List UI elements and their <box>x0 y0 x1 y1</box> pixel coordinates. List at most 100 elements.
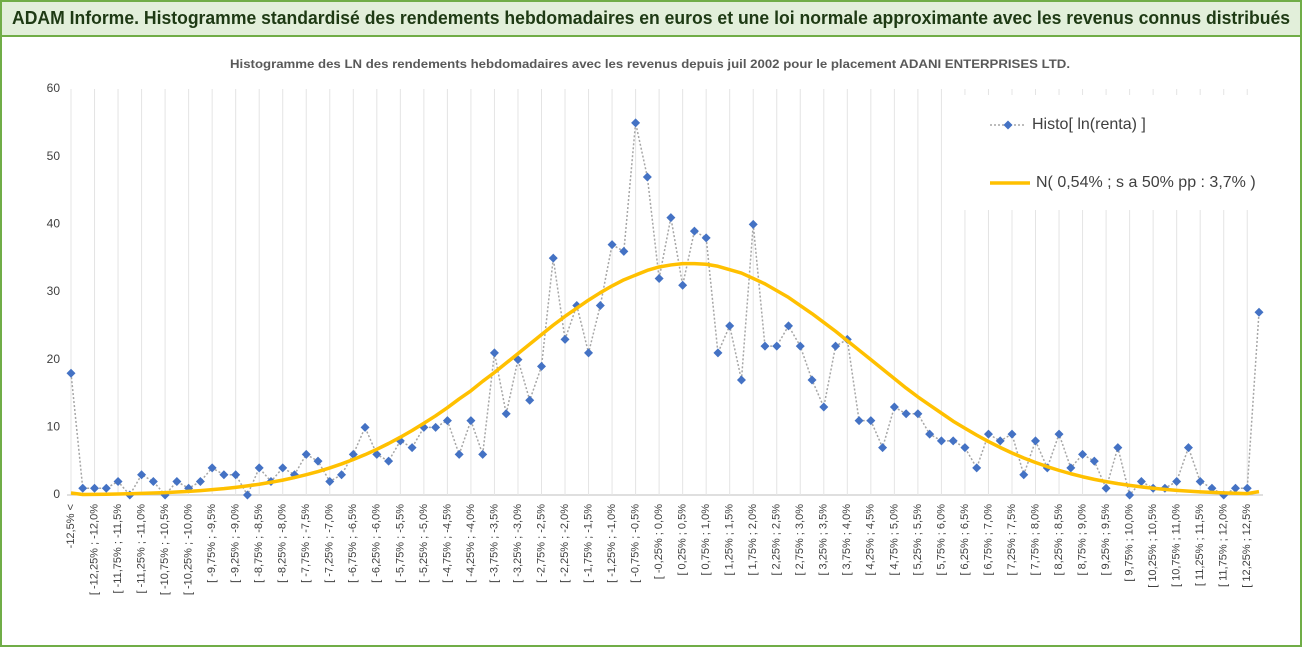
data-point <box>1195 476 1205 486</box>
x-tick-label: [ 9,75% ; 10,0% <box>1124 504 1136 582</box>
x-tick-label: [ -2,75% ; -2,5% <box>535 504 547 583</box>
data-point <box>748 219 758 229</box>
x-tick-label: [ -10,75% ; -10,5% <box>159 504 171 595</box>
data-point <box>595 301 605 311</box>
page-title: ADAM Informe. Histogramme standardisé de… <box>12 8 1290 28</box>
data-point <box>878 443 888 453</box>
x-tick-label: [ 4,25% ; 4,5% <box>865 504 877 576</box>
x-tick-label: [ -0,75% ; -0,5% <box>630 504 642 583</box>
x-tick-label: [ 12,25% ; 12,5% <box>1241 504 1253 588</box>
x-tick-label: [ -8,75% ; -8,5% <box>253 504 265 583</box>
y-tick-label: 0 <box>53 487 60 501</box>
data-point <box>242 490 252 500</box>
data-point <box>454 449 464 459</box>
data-point <box>666 213 676 223</box>
data-point <box>995 436 1005 446</box>
y-tick-label: 20 <box>47 352 61 366</box>
data-point <box>254 463 264 473</box>
x-tick-label: [ -8,25% ; -8,0% <box>277 504 289 583</box>
data-point <box>101 483 111 493</box>
data-point <box>960 443 970 453</box>
data-point <box>442 416 452 426</box>
data-point <box>772 341 782 351</box>
data-point <box>725 321 735 331</box>
x-tick-label: [ 8,25% ; 8,5% <box>1053 504 1065 576</box>
data-point <box>148 476 158 486</box>
data-point <box>337 470 347 480</box>
data-point <box>1207 483 1217 493</box>
legend: Histo[ ln(renta) ] N( 0,54% ; s a 50% pp … <box>990 116 1256 191</box>
data-point <box>1242 483 1252 493</box>
data-point <box>1007 429 1017 439</box>
data-point <box>854 416 864 426</box>
data-point <box>983 429 993 439</box>
data-point <box>525 395 535 405</box>
data-point <box>948 436 958 446</box>
x-tick-label: [ 11,25% ; 11,5% <box>1194 504 1206 586</box>
x-tick-label: [ -9,75% ; -9,5% <box>206 504 218 583</box>
data-point <box>195 476 205 486</box>
x-tick-label: [ -1,25% ; -1,0% <box>606 504 618 583</box>
data-point <box>207 463 217 473</box>
data-point <box>501 409 511 419</box>
data-point <box>831 341 841 351</box>
plot <box>66 118 1264 500</box>
x-tick-label: -12,5% < <box>65 504 77 548</box>
legend-marker <box>1003 120 1013 130</box>
legend-box <box>962 95 1292 210</box>
x-tick-label: [ 10,25% ; 10,5% <box>1147 504 1159 588</box>
data-point <box>560 334 570 344</box>
y-tick-label: 40 <box>47 217 61 231</box>
data-point <box>1031 436 1041 446</box>
data-point <box>78 483 88 493</box>
x-tick-label: [ 10,75% ; 11,0% <box>1171 504 1183 587</box>
data-point <box>642 172 652 182</box>
data-point <box>466 416 476 426</box>
data-point <box>360 422 370 432</box>
data-point <box>619 246 629 256</box>
data-point <box>1078 449 1088 459</box>
x-tick-label: [ 0,75% ; 1,0% <box>700 504 712 576</box>
x-tick-label: [ -5,25% ; -5,0% <box>418 504 430 583</box>
data-point <box>90 483 100 493</box>
x-tick-label: [ -10,25% ; -10,0% <box>183 504 195 595</box>
data-point <box>689 226 699 236</box>
data-point <box>807 375 817 385</box>
x-tick-label: [ -11,25% ; -11,0% <box>135 504 147 594</box>
x-tick-label: [ -3,25% ; -3,0% <box>512 504 524 583</box>
data-point <box>301 449 311 459</box>
series-line <box>70 261 1260 497</box>
data-point <box>1066 463 1076 473</box>
legend-label: N( 0,54% ; s a 50% pp : 3,7% ) <box>1036 174 1256 191</box>
data-point <box>348 449 358 459</box>
x-tick-label: [ -12,25% ; -12,0% <box>88 504 100 595</box>
data-point <box>1089 456 1099 466</box>
x-tick-label: [ -5,75% ; -5,5% <box>394 504 406 583</box>
data-point <box>66 368 76 378</box>
x-tick-label: [ -4,25% ; -4,0% <box>465 504 477 583</box>
data-point <box>313 456 323 466</box>
data-point <box>548 253 558 263</box>
data-point <box>1125 490 1135 500</box>
data-point <box>407 443 417 453</box>
y-tick-label: 30 <box>47 284 61 298</box>
data-point <box>431 422 441 432</box>
x-tick-label: [ -7,75% ; -7,5% <box>300 504 312 583</box>
x-tick-label: [ 6,75% ; 7,0% <box>982 504 994 576</box>
data-point <box>760 341 770 351</box>
x-tick-label: [ -9,25% ; -9,0% <box>230 504 242 583</box>
data-point <box>478 449 488 459</box>
data-point <box>795 341 805 351</box>
x-tick-label: [ 6,25% ; 6,5% <box>959 504 971 576</box>
legend-label: Histo[ ln(renta) ] <box>1032 116 1146 133</box>
data-point <box>1019 470 1029 480</box>
x-tick-label: [ -3,75% ; -3,5% <box>488 504 500 583</box>
data-point <box>901 409 911 419</box>
data-point <box>607 240 617 250</box>
x-tick-label: [ -6,75% ; -6,5% <box>347 504 359 583</box>
chart-title: Histogramme des LN des rendements hebdom… <box>230 57 1070 71</box>
data-point <box>278 463 288 473</box>
y-tick-label: 50 <box>47 149 61 163</box>
data-point <box>1254 307 1264 317</box>
x-tick-label: [ -6,25% ; -6,0% <box>371 504 383 583</box>
